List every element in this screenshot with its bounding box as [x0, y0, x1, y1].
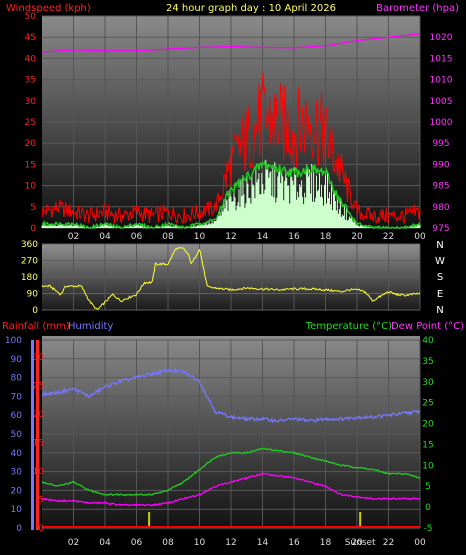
compass-label: N [436, 240, 443, 251]
dewpoint-series [41, 472, 421, 507]
marker-label: Sunset [345, 538, 376, 548]
baro-tick-label: 1020 [430, 33, 453, 43]
x-tick-label: 04 [99, 232, 111, 242]
wind-tick-label: 10 [25, 182, 37, 192]
baro-tick-label: 1005 [430, 97, 453, 107]
temperature-tick-label: 40 [422, 336, 434, 346]
direction-series [41, 247, 421, 310]
wind-tick-label: 35 [25, 76, 36, 86]
wind-tick-label: 45 [25, 33, 36, 43]
humidity-tick-label: 100 [5, 336, 22, 346]
x-tick-label: 20 [351, 232, 363, 242]
x-tick-label: 16 [288, 538, 300, 548]
baro-tick-label: 985 [432, 182, 449, 192]
temperature-series [41, 447, 421, 497]
baro-tick-label: 1000 [430, 118, 453, 128]
humidity-axis-bar [31, 340, 34, 530]
compass-label: S [437, 272, 443, 283]
x-tick-label: 12 [225, 232, 236, 242]
temperature-tick-label: 35 [422, 357, 433, 367]
temperature-tick-label: 10 [422, 461, 434, 471]
temperature-tick-label: 30 [422, 378, 434, 388]
temperature-tick-label: -5 [424, 524, 433, 534]
rain-tick-label: 0 [38, 524, 44, 534]
wind-tick-label: 0 [30, 224, 36, 234]
x-tick-label: 04 [99, 538, 111, 548]
wind-tick-label: 25 [25, 118, 36, 128]
x-tick-label: 02 [68, 232, 79, 242]
humidity-title: Humidity [68, 321, 113, 332]
temperature-tick-label: 0 [425, 503, 431, 513]
x-tick-label: 06 [131, 538, 143, 548]
humidity-series [41, 367, 420, 424]
wind-avg-series [41, 159, 421, 230]
humidity-tick-label: 70 [11, 392, 23, 402]
main-title: 24 hour graph day : 10 April 2026 [166, 3, 336, 14]
baro-title: Barometer (hpa) [376, 3, 459, 14]
wind-tick-label: 40 [25, 54, 37, 64]
x-tick-label: 10 [194, 232, 206, 242]
humidity-tick-label: 90 [11, 355, 23, 365]
temperature-title: Temperature (°C) [305, 321, 392, 332]
wind-tick-label: 20 [25, 139, 37, 149]
x-tick-label: 22 [383, 538, 394, 548]
wind-plot [41, 33, 421, 230]
x-tick-label: 16 [288, 232, 300, 242]
baro-tick-label: 1010 [430, 76, 453, 86]
wind-tick-label: 50 [25, 12, 37, 22]
baro-tick-label: 975 [432, 224, 449, 234]
compass-label: E [437, 289, 443, 300]
temperature-tick-label: 25 [422, 399, 433, 409]
baro-tick-label: 1015 [430, 54, 453, 64]
x-tick-label: 20 [351, 538, 363, 548]
wind-title: Windspeed (kph) [6, 3, 91, 14]
x-tick-label: 00 [414, 232, 426, 242]
direction-grid [42, 243, 421, 311]
wind-tick-label: 5 [30, 203, 36, 213]
compass-label: N [436, 305, 443, 316]
humidity-tick-label: 20 [11, 486, 23, 496]
x-tick-label: 10 [194, 538, 206, 548]
x-tick-label: 14 [257, 232, 269, 242]
dewpoint-title: Dew Point (°C) [391, 321, 464, 332]
x-tick-label: 14 [257, 538, 269, 548]
wind-tick-label: 15 [25, 160, 36, 170]
x-tick-label: 00 [414, 538, 426, 548]
rain-axis-bar [36, 340, 39, 530]
temperature-tick-label: 5 [425, 482, 431, 492]
direction-tick-label: 360 [21, 240, 38, 250]
humidity-tick-label: 10 [11, 505, 23, 515]
x-tick-label: 22 [383, 232, 394, 242]
direction-tick-label: 90 [27, 290, 39, 300]
temperature-tick-label: 15 [422, 440, 433, 450]
baro-tick-label: 995 [432, 139, 449, 149]
temperature-plot [41, 367, 421, 528]
direction-tick-label: 180 [21, 273, 38, 283]
humidity-tick-label: 60 [11, 411, 23, 421]
x-tick-label: 08 [162, 538, 174, 548]
x-tick-label: 12 [225, 538, 236, 548]
rain-tick-label: 5 [38, 496, 44, 506]
temperature-tick-label: 20 [422, 420, 434, 430]
compass-label: W [435, 256, 445, 267]
x-tick-label: 02 [68, 538, 79, 548]
x-tick-label: 08 [162, 232, 174, 242]
x-tick-label: 06 [131, 232, 143, 242]
x-tick-label: 18 [320, 538, 332, 548]
x-tick-label: 18 [320, 232, 332, 242]
humidity-tick-label: 30 [11, 468, 23, 478]
direction-tick-label: 0 [32, 306, 38, 316]
humidity-tick-label: 50 [11, 430, 23, 440]
rain-title: Rainfall (mm) [2, 321, 70, 332]
humidity-tick-label: 40 [11, 449, 23, 459]
baro-tick-label: 990 [432, 160, 449, 170]
humidity-tick-label: 80 [11, 374, 23, 384]
wind-tick-label: 30 [25, 97, 37, 107]
humidity-tick-label: 0 [16, 524, 22, 534]
direction-plot [41, 247, 421, 310]
direction-tick-label: 270 [21, 257, 38, 267]
barometer-series [42, 33, 421, 53]
baro-tick-label: 980 [432, 203, 449, 213]
